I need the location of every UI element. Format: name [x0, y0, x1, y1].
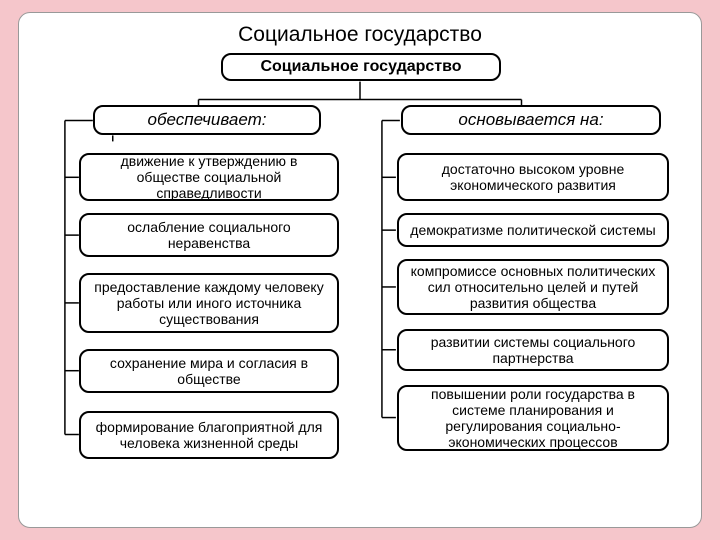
right-item: компромиссе основных по­литических сил о… — [397, 259, 669, 315]
root-node: Социальное государство — [221, 53, 501, 81]
right-item: развитии системы соци­ального партнерств… — [397, 329, 669, 371]
left-branch-head: обеспечивает: — [93, 105, 321, 135]
left-item: ослабление социального неравенства — [79, 213, 339, 257]
right-item: повышении роли государства в системе пла… — [397, 385, 669, 451]
diagram-area: Социальное государство обеспечивает: осн… — [35, 53, 685, 493]
left-item: движение к утверждению в обществе социал… — [79, 153, 339, 201]
left-item: формирование благоприятной для человека … — [79, 411, 339, 459]
left-item: сохранение мира и согласия в обществе — [79, 349, 339, 393]
page-title: Социальное государство — [35, 23, 685, 47]
right-item: достаточно высоком уровне экономического… — [397, 153, 669, 201]
right-item: демократизме политической системы — [397, 213, 669, 247]
left-item: предоставление каждому человеку работы и… — [79, 273, 339, 333]
diagram-panel: Социальное государство Социальное госуда… — [18, 12, 702, 528]
right-branch-head: основывается на: — [401, 105, 661, 135]
